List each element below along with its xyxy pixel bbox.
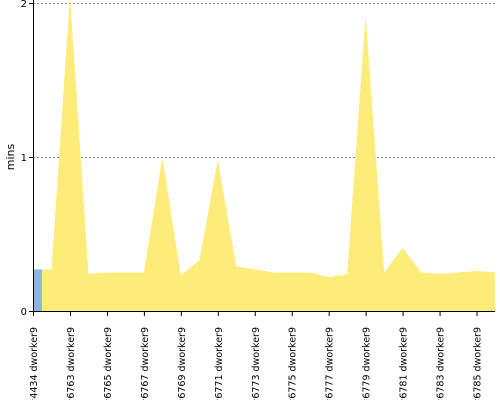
x-tick-label: #6783 dworker9 <box>436 327 447 400</box>
x-tick-label: #6773 dworker9 <box>251 327 262 400</box>
area-series <box>33 0 495 311</box>
y-tick-label: 2 <box>21 0 27 10</box>
x-tick-labels: #4434 dworker9 #6763 dworker9 #6765 dworke… <box>29 311 484 404</box>
x-tick-label: #6779 dworker9 <box>362 327 373 400</box>
x-tick-label: #6769 dworker9 <box>177 327 188 400</box>
y-tick-labels: 0 1 2 <box>21 0 33 318</box>
y-axis-label: mins <box>4 143 17 170</box>
x-tick-label: #6771 dworker9 <box>214 327 225 400</box>
x-tick-label: #6763 dworker9 <box>66 327 77 400</box>
y-tick-label: 1 <box>21 153 27 164</box>
x-tick-label: #4434 dworker9 <box>29 327 40 400</box>
highlighted-bucket <box>33 269 42 311</box>
x-tick-label: #6765 dworker9 <box>103 327 114 400</box>
x-tick-label: #6785 dworker9 <box>473 327 484 400</box>
x-tick-label: #6775 dworker9 <box>288 327 299 400</box>
x-tick-label: #6781 dworker9 <box>399 327 410 400</box>
gridlines <box>33 3 495 158</box>
area-fill <box>33 0 495 311</box>
x-tick-label: #6767 dworker9 <box>140 327 151 400</box>
y-tick-label: 0 <box>21 307 27 318</box>
x-tick-label: #6777 dworker9 <box>325 327 336 400</box>
axes <box>33 0 495 312</box>
